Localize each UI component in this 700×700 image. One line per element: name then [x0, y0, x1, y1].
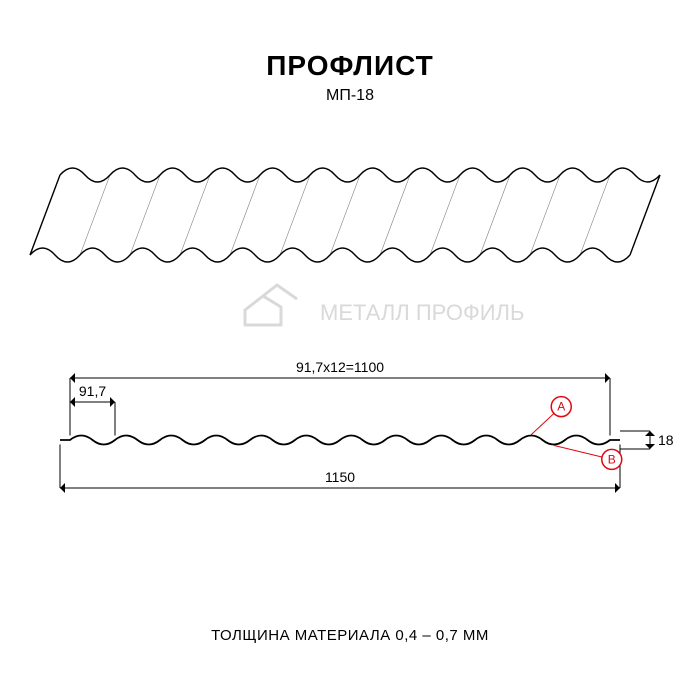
iso-ridge: [580, 175, 610, 255]
iso-ridge: [530, 175, 560, 255]
iso-edge-left: [30, 175, 60, 255]
dim-label: 1150: [325, 469, 355, 485]
iso-ridge: [80, 175, 110, 255]
iso-ridge: [480, 175, 510, 255]
profile-wave: [60, 436, 620, 445]
dim-label: 91,7х12=1100: [296, 359, 384, 375]
iso-ridge: [380, 175, 410, 255]
iso-ridge: [430, 175, 460, 255]
dim-arrow: [645, 431, 655, 436]
dim-arrow: [645, 444, 655, 449]
footer-text: ТОЛЩИНА МАТЕРИАЛА 0,4 – 0,7 ММ: [211, 627, 489, 644]
dim-arrow: [70, 373, 75, 383]
dim-arrow: [615, 483, 620, 493]
page-title: ПРОФЛИСТ: [266, 50, 433, 81]
iso-ridge: [130, 175, 160, 255]
dim-label: 91,7: [79, 383, 106, 399]
dim-arrow: [70, 397, 75, 407]
marker-a-label: A: [557, 400, 565, 414]
watermark-text: МЕТАЛЛ ПРОФИЛЬ: [320, 300, 524, 325]
dim-arrow: [60, 483, 65, 493]
iso-ridge: [180, 175, 210, 255]
marker-b-label: B: [608, 452, 616, 466]
dim-arrow: [605, 373, 610, 383]
page-subtitle: МП-18: [326, 87, 374, 104]
dim-arrow: [110, 397, 115, 407]
iso-ridge: [330, 175, 360, 255]
diagram-canvas: ПРОФЛИСТ МП-18 МЕТАЛЛ ПРОФИЛЬ 91,7 91,7х12=1…: [0, 0, 700, 700]
watermark-logo: [245, 285, 297, 325]
iso-ridge: [280, 175, 310, 255]
dim-label: 18: [658, 432, 674, 448]
iso-edge-right: [630, 175, 660, 255]
iso-ridge: [230, 175, 260, 255]
